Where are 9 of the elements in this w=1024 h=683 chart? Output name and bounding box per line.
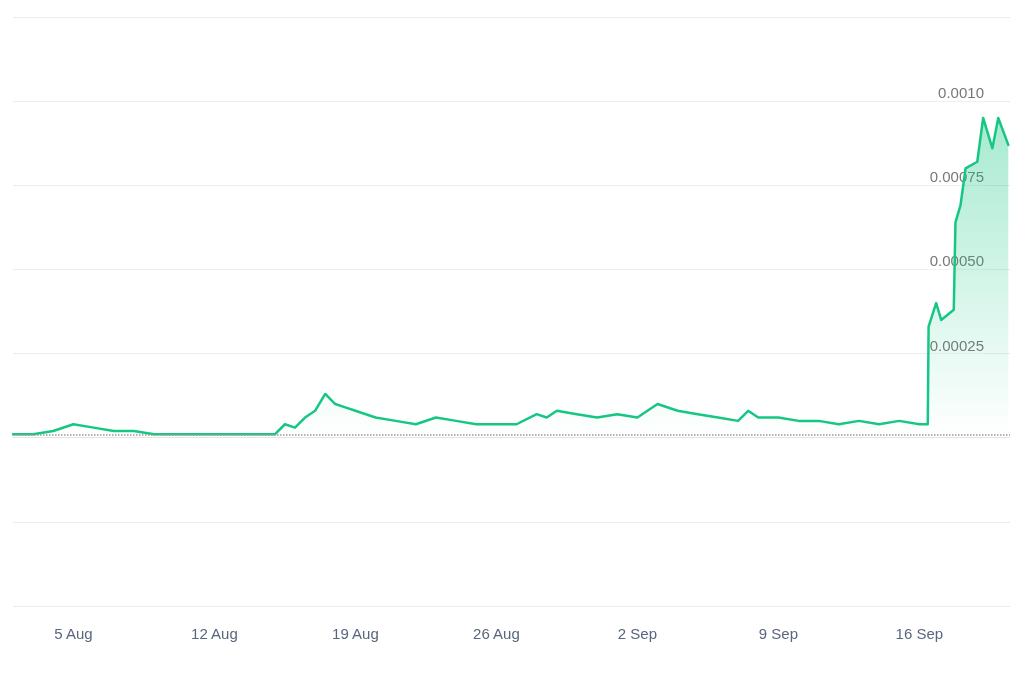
x-tick-label: 9 Sep bbox=[758, 625, 798, 642]
x-tick-label: 19 Aug bbox=[332, 625, 379, 642]
y-tick-label: 0.00025 bbox=[929, 336, 984, 354]
y-tick-label: 0.0010 bbox=[938, 84, 984, 102]
x-tick-label: 26 Aug bbox=[473, 625, 520, 642]
x-tick-label: 5 Aug bbox=[54, 625, 93, 642]
x-tick-label: 16 Sep bbox=[895, 625, 944, 642]
x-tick-label: 2 Sep bbox=[617, 625, 657, 642]
x-tick-label: 12 Aug bbox=[191, 625, 238, 642]
